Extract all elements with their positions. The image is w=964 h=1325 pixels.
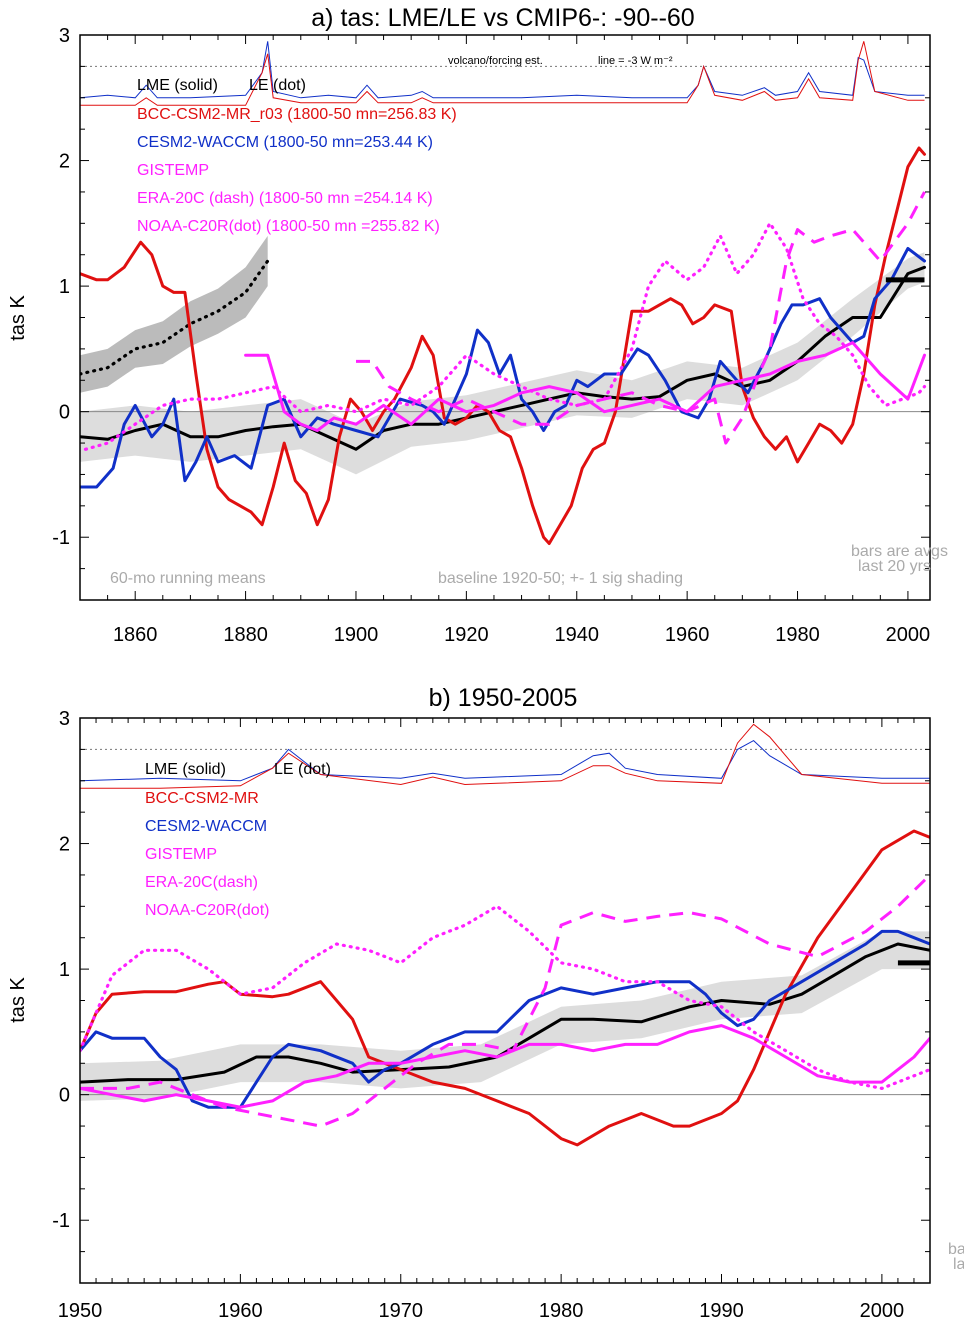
le-1-sig-band <box>80 235 268 393</box>
series-noaa-c20r <box>80 904 930 1091</box>
panel-b-ticks: 1950 1960 1970 1980 1990 2000 -1 0 1 2 3 <box>52 708 931 1322</box>
annotation-bars-avgs: bars are avgs <box>851 543 948 560</box>
cesm2-waccm-forcing-line <box>80 739 930 782</box>
series-bcc-csm2-mr <box>80 829 930 1147</box>
annotation-last-20-yrs: last 20 yrs <box>858 558 931 575</box>
legend-era20c: ERA-20C (dash) (1800-50 mn =254.14 K) <box>137 190 433 207</box>
lme-1-sig-band <box>80 252 925 475</box>
y-tick-label: 2 <box>59 151 70 173</box>
legend-cesm: CESM2-WACCM <box>145 818 267 835</box>
panel-a-title: a) tas: LME/LE vs CMIP6-: -90--60 <box>311 4 694 32</box>
y-tick-label: 3 <box>59 25 70 47</box>
panel-a: a) tas: LME/LE vs CMIP6-: -90--60 tas K … <box>7 4 948 646</box>
x-tick-label: 1960 <box>665 624 710 646</box>
bcc-csm2-mr-forcing-line <box>80 723 930 789</box>
series-cesm2-waccm <box>80 929 930 1109</box>
x-tick-label: 1980 <box>539 1300 584 1322</box>
legend-gistemp: GISTEMP <box>145 846 217 863</box>
annotation-forcing-line: line = -3 W m⁻² <box>598 55 673 67</box>
y-tick-label: 3 <box>59 708 70 730</box>
series-gistemp <box>244 341 926 432</box>
x-tick-label: 1980 <box>775 624 820 646</box>
legend-lme: LME (solid) <box>137 77 218 94</box>
series-lme <box>80 942 930 1084</box>
legend-noaa: NOAA-C20R(dot) (1800-50 mn =255.82 K) <box>137 218 440 235</box>
series-era-20c <box>80 873 930 1128</box>
legend-noaa: NOAA-C20R(dot) <box>145 902 269 919</box>
panel-a-y-axis-label: tas K <box>7 295 29 341</box>
x-tick-label: 1990 <box>699 1300 744 1322</box>
legend-le: LE (dot) <box>274 761 331 778</box>
y-tick-label: 0 <box>59 402 70 424</box>
panel-a-ticks: 1860 1880 1900 1920 1940 1960 1980 2000 -1 0 1 2 3 <box>52 25 930 646</box>
annotation-volcano: volcano/forcing est. <box>448 55 543 67</box>
legend-lme: LME (solid) <box>145 761 226 778</box>
x-tick-label: 1920 <box>444 624 489 646</box>
y-tick-label: 0 <box>59 1085 70 1107</box>
annotation-baseline: baseline 1920-50; +- 1 sig shading <box>438 570 683 587</box>
panel-a-legend: LME (solid) LE (dot) BCC-CSM2-MR_r03 (18… <box>137 77 457 235</box>
panel-b-title: b) 1950-2005 <box>429 684 578 712</box>
x-tick-label: 2000 <box>886 624 931 646</box>
y-tick-label: -1 <box>52 527 70 549</box>
bcc-csm2-mr-forcing-line <box>80 41 925 106</box>
y-tick-label: 2 <box>59 834 70 856</box>
annotation-last-20-yrs: la <box>953 1256 964 1273</box>
panel-b-plot-area <box>80 723 930 1147</box>
x-tick-label: 1860 <box>113 624 158 646</box>
x-tick-label: 1950 <box>58 1300 103 1322</box>
x-tick-label: 1900 <box>334 624 379 646</box>
series-era-20c <box>356 191 926 445</box>
x-tick-label: 1960 <box>218 1300 263 1322</box>
panel-b-annotations: ba la <box>948 1241 964 1273</box>
panel-b: b) 1950-2005 tas K 1950 1960 1970 1980 1990 2… <box>7 684 964 1322</box>
y-tick-label: 1 <box>59 276 70 298</box>
cesm2-waccm-forcing-line <box>80 41 925 99</box>
y-tick-label: -1 <box>52 1210 70 1232</box>
x-tick-label: 1940 <box>555 624 600 646</box>
panel-b-legend: LME (solid) LE (dot) BCC-CSM2-MR CESM2-W… <box>145 761 331 919</box>
annotation-bars-avgs: ba <box>948 1241 964 1258</box>
panel-b-y-axis-label: tas K <box>7 977 29 1023</box>
series-bcc-csm2-mr-r03 <box>80 146 926 545</box>
x-tick-label: 1970 <box>379 1300 424 1322</box>
x-tick-label: 1880 <box>223 624 268 646</box>
legend-le: LE (dot) <box>249 77 306 94</box>
legend-cesm: CESM2-WACCM (1800-50 mn=253.44 K) <box>137 134 433 151</box>
x-tick-label: 2000 <box>860 1300 905 1322</box>
series-cesm2-waccm <box>80 246 926 489</box>
legend-era20c: ERA-20C(dash) <box>145 874 258 891</box>
legend-bcc: BCC-CSM2-MR_r03 (1800-50 mn=256.83 K) <box>137 106 457 123</box>
legend-gistemp: GISTEMP <box>137 162 209 179</box>
legend-bcc: BCC-CSM2-MR <box>145 790 259 807</box>
panel-a-plot-area <box>80 41 930 545</box>
series-le <box>80 259 270 376</box>
annotation-running-means: 60-mo running means <box>110 570 266 587</box>
panel-a-annotations: volcano/forcing est. line = -3 W m⁻² 60-… <box>110 55 948 587</box>
y-tick-label: 1 <box>59 959 70 981</box>
series-noaa-c20r <box>83 221 927 451</box>
